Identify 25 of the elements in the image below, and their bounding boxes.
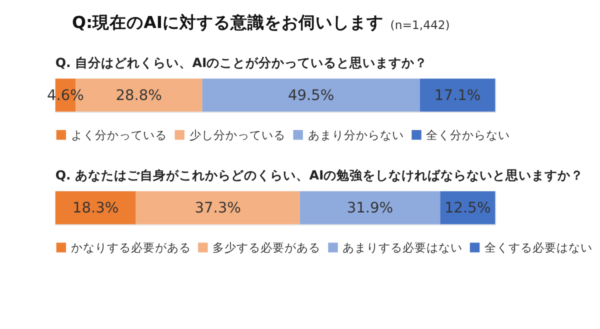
legend-label: 少し分かっている bbox=[189, 128, 286, 142]
chart-title: Q:現在のAIに対する意識をお伺いします bbox=[72, 13, 384, 32]
bar bbox=[55, 191, 136, 224]
legend-label: あまりする必要はない bbox=[342, 240, 463, 254]
legend-label: 全くする必要はない bbox=[484, 240, 592, 254]
data-label: 28.8% bbox=[116, 86, 162, 104]
text: Q. あなたはご自身がこれからどのくらい、AIの勉強をしなければならないと思いますか？ bbox=[55, 168, 584, 183]
legend-label: 多少する必要がある bbox=[212, 240, 321, 254]
data-label: 17.1% bbox=[434, 86, 481, 104]
bar bbox=[136, 191, 300, 224]
bar bbox=[440, 191, 496, 224]
bar bbox=[420, 78, 496, 112]
chart-subtitle: (n=1,442) bbox=[390, 18, 450, 32]
legend-label: 全く分からない bbox=[426, 128, 510, 142]
legend-label: よく分かっている bbox=[70, 128, 167, 142]
bar bbox=[202, 78, 420, 112]
data-label: 31.9% bbox=[346, 200, 394, 217]
series-label: かなりする必要がある bbox=[70, 240, 191, 254]
data-label: 37.3% bbox=[194, 200, 242, 217]
data-label: 49.5% bbox=[288, 86, 334, 104]
legend-label: あまり分からない bbox=[308, 128, 404, 142]
data-label: 12.5% bbox=[444, 200, 491, 217]
data-label: 18.3% bbox=[72, 200, 119, 217]
bar bbox=[300, 191, 440, 224]
text: Q. 自分はどれくらい、AIのことが分かっていると思いますか？ bbox=[55, 54, 428, 70]
